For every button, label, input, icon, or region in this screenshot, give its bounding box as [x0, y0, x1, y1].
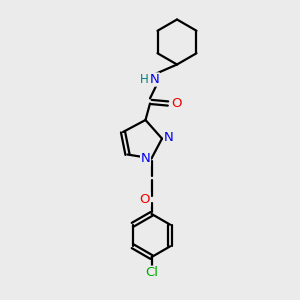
- Text: H: H: [140, 73, 148, 86]
- Text: N: N: [141, 152, 150, 166]
- Text: Cl: Cl: [145, 266, 158, 279]
- Text: O: O: [140, 193, 150, 206]
- Text: N: N: [150, 73, 159, 86]
- Text: O: O: [171, 97, 181, 110]
- Text: N: N: [164, 130, 173, 144]
